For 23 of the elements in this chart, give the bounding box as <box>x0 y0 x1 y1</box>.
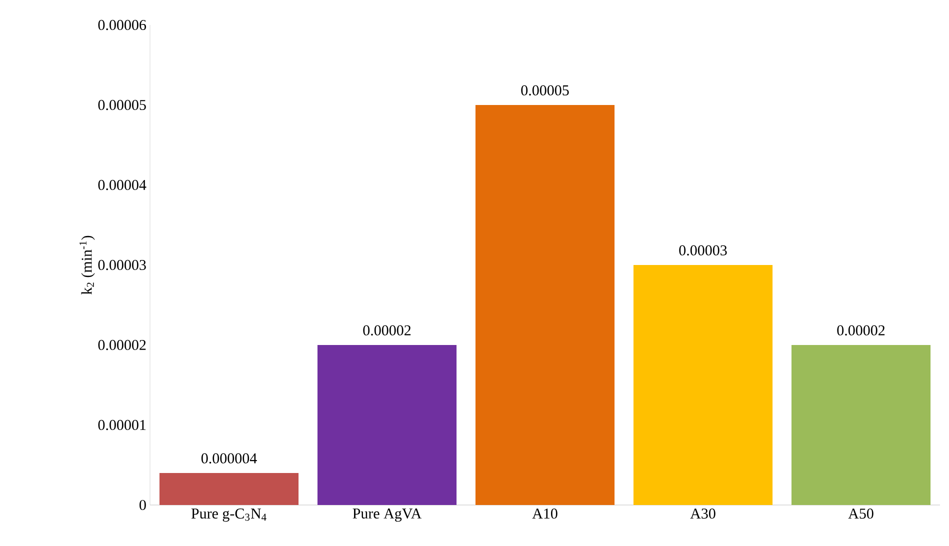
y-tick-label: 0 <box>140 500 146 510</box>
x-tick-label: Pure AgVA <box>352 508 422 522</box>
bar <box>159 473 299 505</box>
y-tick-label: 0.00002 <box>98 340 146 350</box>
x-tick-label: A30 <box>690 508 716 519</box>
data-label: 0.00002 <box>363 325 411 336</box>
y-tick-label: 0.00006 <box>98 20 146 30</box>
y-tick-label: 0.00001 <box>98 420 146 430</box>
y-tick-label: 0.00004 <box>98 180 146 190</box>
data-label: 0.000004 <box>201 453 257 464</box>
bar <box>317 345 457 505</box>
y-tick-label: 0.00003 <box>98 260 146 270</box>
x-tick-label: A10 <box>532 508 558 519</box>
x-tick-label: A50 <box>848 508 874 519</box>
data-label: 0.00005 <box>521 85 569 96</box>
bar <box>475 105 615 505</box>
bar <box>633 265 773 505</box>
x-tick-label: Pure g-C$_{3}$N$_{4}$ <box>191 508 266 522</box>
y-tick-label: 0.00005 <box>98 100 146 110</box>
data-label: 0.00003 <box>679 245 727 256</box>
y-axis-title: k$_{2}$ (min$^{-1}$) <box>80 236 95 295</box>
bar <box>791 345 931 505</box>
data-label: 0.00002 <box>837 325 885 336</box>
